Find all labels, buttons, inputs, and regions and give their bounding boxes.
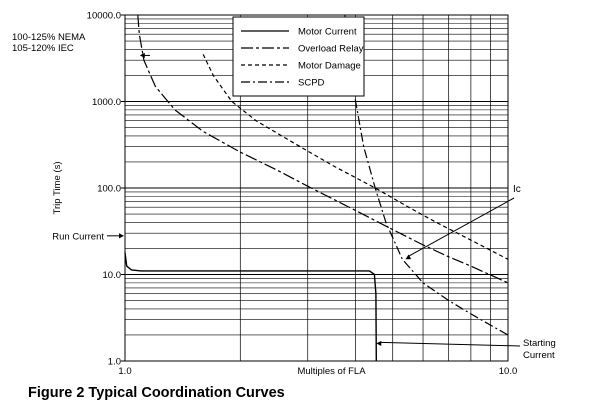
nema-label: 100-125% NEMA: [12, 32, 86, 43]
figure-caption: Figure 2 Typical Coordination Curves: [28, 385, 285, 401]
y-tick-label: 10.0: [103, 270, 122, 281]
y-tick-label: 1000.0: [92, 97, 121, 108]
series-line-motor-current: [124, 252, 377, 362]
series-line-motor-damage: [202, 54, 509, 260]
x-tick-label: 1.0: [118, 366, 131, 377]
ic-arrow-head: [405, 254, 412, 260]
run-current-arrow-head: [119, 233, 124, 239]
current-label: Current: [523, 350, 555, 361]
series-line-overload-relay: [137, 14, 509, 284]
starting-label: Starting: [523, 338, 556, 349]
legend: Motor Current Overload Relay Motor Damage S…: [232, 16, 365, 97]
y-axis-label: Trip Time (s): [52, 162, 63, 215]
nema-arrow-head: [139, 52, 145, 59]
grid: [125, 15, 508, 361]
legend-box: [232, 16, 365, 97]
x-tick-label: 10.0: [499, 366, 518, 377]
legend-label: Motor Current: [298, 27, 357, 38]
legend-label: Overload Relay: [298, 44, 364, 55]
y-tick-label: 100.0: [97, 184, 121, 195]
ic-label: Ic: [513, 184, 521, 195]
starting-arrow-line: [380, 341, 521, 347]
series-line-scpd: [344, 14, 509, 336]
y-tick-label: 1.0: [108, 357, 121, 368]
legend-label: SCPD: [298, 78, 325, 89]
iec-label: 105-120% IEC: [12, 43, 74, 54]
legend-label: Motor Damage: [298, 61, 361, 72]
ic-arrow-line: [408, 197, 515, 257]
x-axis-label: Multiples of FLA: [297, 366, 366, 377]
tick-labels: 1.0 10.0 100.0 1000.0 10000.0 1.0 10.0: [87, 11, 518, 378]
starting-arrow-head: [376, 340, 382, 347]
y-tick-label: 10000.0: [87, 11, 121, 22]
run-current-label: Run Current: [52, 231, 104, 242]
